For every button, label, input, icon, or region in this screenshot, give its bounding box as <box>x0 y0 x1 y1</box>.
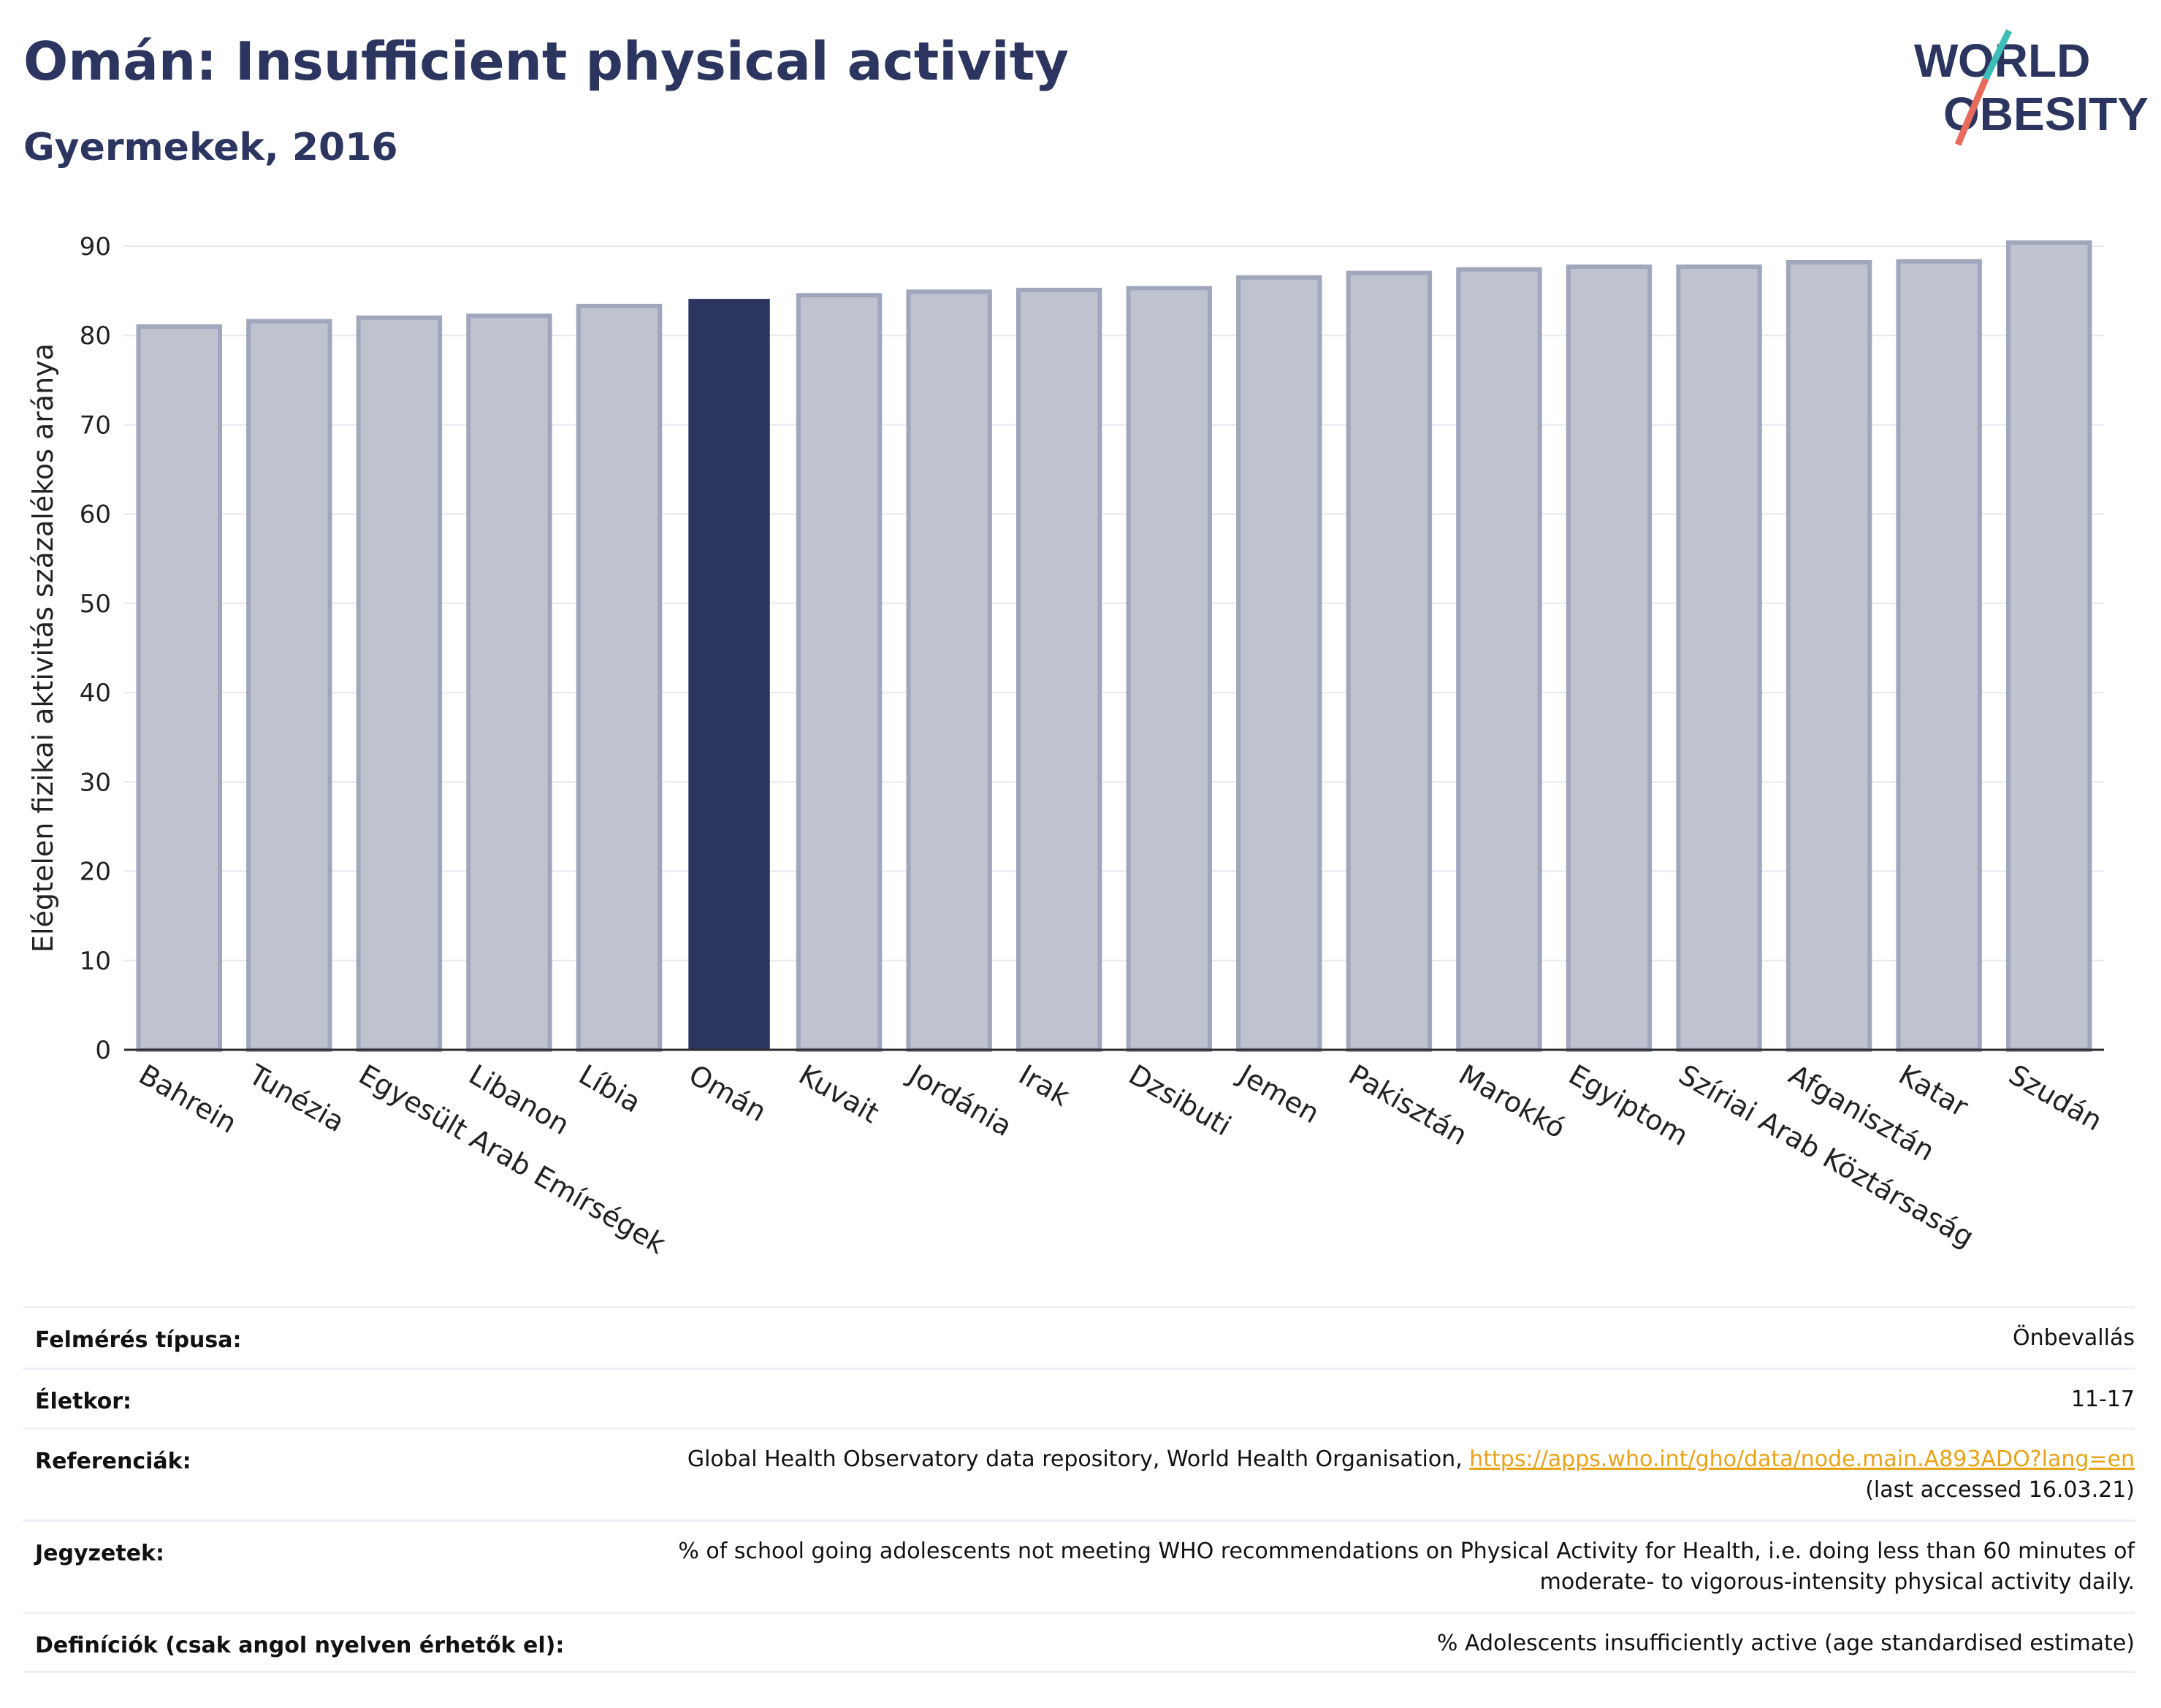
world-obesity-logo: W ORLD OBESITY <box>1914 29 2148 146</box>
meta-value-definitions: % Adolescents insufficiently active (age… <box>1436 1631 2135 1656</box>
y-tick-label: 70 <box>80 411 111 440</box>
meta-value-survey-type: Önbevallás <box>2013 1325 2135 1351</box>
bar <box>1896 259 1982 1052</box>
bar <box>466 313 552 1053</box>
meta-value-notes: % of school going adolescents not meetin… <box>678 1522 2135 1612</box>
x-tick-label: Bahrein <box>134 1059 243 1140</box>
reference-link[interactable]: https://apps.who.int/gho/data/node.main.… <box>1469 1446 2135 1472</box>
meta-label-definitions: Definíciók (csak angol nyelven érhetők e… <box>35 1633 565 1658</box>
bar <box>2006 240 2092 1053</box>
x-tick-label: Tunézia <box>243 1058 350 1138</box>
y-tick-label: 80 <box>80 321 111 351</box>
y-tick-label: 10 <box>80 947 111 976</box>
x-tick-label: Egyiptom <box>1563 1059 1693 1152</box>
x-tick-label: Pakisztán <box>1344 1059 1473 1152</box>
y-tick-label: 50 <box>80 590 111 619</box>
reference-accessed-text: (last accessed 16.03.21) <box>1865 1477 2135 1503</box>
y-tick-label: 90 <box>80 232 111 262</box>
y-tick-label: 0 <box>95 1036 111 1065</box>
notes-line-1: % of school going adolescents not meetin… <box>678 1539 2135 1564</box>
x-tick-label: Líbia <box>573 1059 647 1119</box>
meta-row-age: Életkor: 11-17 <box>23 1368 2135 1427</box>
bar <box>246 319 332 1052</box>
meta-label-survey-type: Felmérés típusa: <box>35 1327 242 1353</box>
bar <box>1566 264 1653 1053</box>
bar <box>1126 286 1212 1052</box>
logo-slash-teal <box>1982 29 2013 80</box>
bar <box>796 293 883 1053</box>
bar-chart: 0 10 20 30 40 50 60 70 80 90 Elégtelen fizikai akt… <box>27 232 2108 1260</box>
notes-line-2: moderate- to vigorous-intensity physical… <box>1539 1569 2135 1595</box>
bar <box>1785 260 1872 1052</box>
meta-row-notes: Jegyzetek: % of school going adolescents… <box>23 1520 2135 1612</box>
bar <box>1456 267 1542 1052</box>
meta-label-references: Referenciák: <box>35 1449 191 1474</box>
bar <box>906 289 992 1052</box>
page-title: Omán: Insufficient physical activity <box>23 31 1069 92</box>
bar <box>1016 287 1102 1052</box>
x-tick-label: Dzsibuti <box>1124 1059 1237 1143</box>
metadata-table: Felmérés típusa: Önbevallás Életkor: 11-… <box>23 1306 2135 1673</box>
x-tick-label: Irak <box>1013 1059 1075 1113</box>
y-tick-label: 40 <box>80 679 111 708</box>
y-tick-label: 30 <box>80 768 111 797</box>
x-tick-label: Kuvait <box>793 1059 884 1129</box>
meta-label-notes: Jegyzetek: <box>35 1541 164 1566</box>
meta-value-age: 11-17 <box>2070 1387 2135 1412</box>
meta-row-survey-type: Felmérés típusa: Önbevallás <box>23 1306 2135 1368</box>
meta-label-age: Életkor: <box>35 1389 132 1414</box>
bar <box>688 299 770 1051</box>
page-subtitle: Gyermekek, 2016 <box>23 126 398 169</box>
x-tick-label: Marokkó <box>1453 1059 1571 1145</box>
bar <box>576 303 663 1052</box>
y-tick-label: 20 <box>80 858 111 887</box>
x-tick-label: Jordánia <box>902 1058 1018 1143</box>
svg-text:ORLD: ORLD <box>1958 34 2090 87</box>
meta-row-definitions: Definíciók (csak angol nyelven érhetők e… <box>23 1612 2135 1673</box>
y-axis-label: Elégtelen fizikai aktivitás százalékos a… <box>27 343 59 953</box>
x-tick-label: Omán <box>684 1059 772 1128</box>
y-tick-label: 60 <box>80 500 111 530</box>
bar <box>356 315 443 1052</box>
bar <box>136 324 222 1052</box>
meta-value-references: Global Health Observatory data repositor… <box>687 1430 2135 1520</box>
bar <box>1676 264 1762 1053</box>
bar <box>1346 270 1433 1053</box>
x-tick-label: Katar <box>1894 1059 1974 1124</box>
x-tick-label: Szudán <box>2003 1059 2108 1137</box>
bar <box>1236 275 1322 1052</box>
svg-text:W: W <box>1914 34 1959 87</box>
logo-slash-red <box>1954 77 1989 146</box>
reference-source-text: Global Health Observatory data repositor… <box>687 1446 1470 1472</box>
x-tick-label: Jemen <box>1232 1058 1325 1130</box>
meta-row-references: Referenciák: Global Health Observatory d… <box>23 1427 2135 1520</box>
